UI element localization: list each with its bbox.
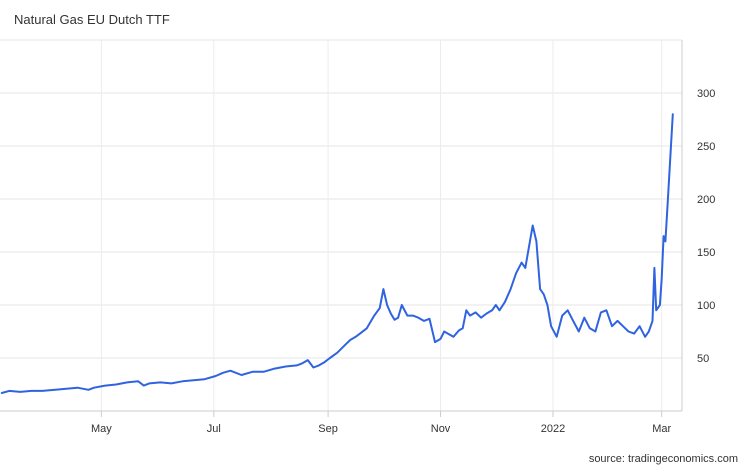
y-tick-label: 300	[697, 88, 715, 100]
y-tick-label: 150	[697, 247, 715, 259]
x-tick-label: Nov	[431, 423, 451, 435]
x-axis-ticks: May Jul Sep Nov 2022 Mar	[91, 411, 672, 435]
x-tick-label: Sep	[318, 423, 338, 435]
chart-title: Natural Gas EU Dutch TTF	[14, 12, 170, 27]
y-axis-ticks: 50 100 150 200 250 300	[697, 88, 715, 365]
source-label: source: tradingeconomics.com	[588, 453, 738, 465]
y-tick-label: 50	[697, 353, 709, 365]
x-tick-label: Mar	[652, 423, 671, 435]
y-tick-label: 100	[697, 300, 715, 312]
y-tick-label: 200	[697, 194, 715, 206]
x-tick-label: 2022	[541, 423, 565, 435]
series-line-0	[0, 113, 674, 394]
y-tick-label: 250	[697, 141, 715, 153]
gridlines	[0, 39, 683, 412]
series-group	[0, 113, 674, 394]
x-tick-label: May	[91, 423, 112, 435]
x-tick-label: Jul	[207, 423, 221, 435]
